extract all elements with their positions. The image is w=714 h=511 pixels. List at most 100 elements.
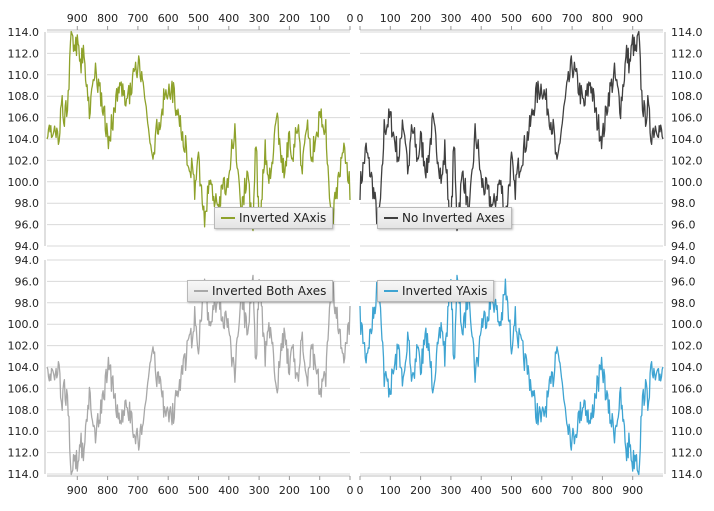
x-tick-label-inverted-both-axes: 200: [279, 484, 300, 497]
legend-inverted-xaxis: Inverted XAxis: [214, 207, 334, 229]
y-tick-label-inverted-xaxis: 98.0: [15, 197, 40, 210]
x-tick-label-inverted-xaxis: 900: [67, 12, 88, 25]
x-tick-label-no-inverted-axes: 600: [531, 12, 552, 25]
x-tick-label-no-inverted-axes: 500: [501, 12, 522, 25]
x-tick-label-inverted-xaxis: 500: [188, 12, 209, 25]
x-tick-label-inverted-both-axes: 700: [127, 484, 148, 497]
legend-label-inverted-xaxis: Inverted XAxis: [239, 211, 327, 225]
x-tick-label-inverted-both-axes: 900: [67, 484, 88, 497]
x-tick-label-inverted-yaxis: 0: [357, 484, 364, 497]
y-tick-label-inverted-yaxis: 100.0: [671, 318, 703, 331]
y-tick-label-no-inverted-axes: 112.0: [671, 47, 703, 60]
x-tick-label-no-inverted-axes: 0: [357, 12, 364, 25]
x-tick-label-inverted-yaxis: 500: [501, 484, 522, 497]
y-tick-label-inverted-xaxis: 94.0: [15, 240, 40, 253]
x-tick-label-inverted-both-axes: 800: [97, 484, 118, 497]
y-tick-label-inverted-both-axes: 106.0: [8, 382, 40, 395]
y-tick-label-inverted-both-axes: 104.0: [8, 361, 40, 374]
series-line-no-inverted-axes: [359, 30, 664, 232]
y-tick-label-inverted-yaxis: 108.0: [671, 404, 703, 417]
y-tick-label-inverted-both-axes: 98.0: [15, 297, 40, 310]
y-tick-label-inverted-both-axes: 96.0: [15, 275, 40, 288]
y-tick-label-inverted-xaxis: 100.0: [8, 176, 40, 189]
x-tick-label-no-inverted-axes: 700: [562, 12, 583, 25]
x-tick-label-inverted-both-axes: 500: [188, 484, 209, 497]
series-line-inverted-yaxis: [359, 274, 664, 476]
x-tick-label-inverted-yaxis: 700: [562, 484, 583, 497]
x-tick-label-no-inverted-axes: 800: [592, 12, 613, 25]
y-tick-label-no-inverted-axes: 96.0: [671, 219, 696, 232]
series-line-inverted-xaxis: [46, 30, 351, 232]
y-tick-label-inverted-yaxis: 114.0: [671, 468, 703, 481]
y-tick-label-inverted-yaxis: 96.0: [671, 275, 696, 288]
x-tick-label-inverted-yaxis: 800: [592, 484, 613, 497]
x-tick-label-inverted-xaxis: 0: [347, 12, 354, 25]
y-tick-label-inverted-both-axes: 110.0: [8, 425, 40, 438]
x-tick-label-inverted-both-axes: 100: [309, 484, 330, 497]
x-tick-label-no-inverted-axes: 400: [471, 12, 492, 25]
y-tick-label-inverted-both-axes: 94.0: [15, 254, 40, 267]
y-tick-label-inverted-both-axes: 102.0: [8, 340, 40, 353]
y-tick-label-no-inverted-axes: 106.0: [671, 112, 703, 125]
x-tick-label-inverted-xaxis: 800: [97, 12, 118, 25]
y-tick-label-no-inverted-axes: 104.0: [671, 133, 703, 146]
y-tick-label-inverted-both-axes: 108.0: [8, 404, 40, 417]
y-tick-label-inverted-xaxis: 114.0: [8, 26, 40, 39]
legend-no-inverted-axes: No Inverted Axes: [377, 207, 512, 229]
legend-label-no-inverted-axes: No Inverted Axes: [402, 211, 505, 225]
y-tick-label-no-inverted-axes: 100.0: [671, 176, 703, 189]
x-tick-label-inverted-xaxis: 300: [249, 12, 270, 25]
y-tick-label-inverted-both-axes: 112.0: [8, 447, 40, 460]
x-tick-label-inverted-xaxis: 200: [279, 12, 300, 25]
legend-swatch-inverted-yaxis: [384, 290, 398, 292]
x-tick-label-inverted-xaxis: 100: [309, 12, 330, 25]
x-tick-label-inverted-yaxis: 200: [410, 484, 431, 497]
legend-inverted-yaxis: Inverted YAxis: [377, 280, 495, 302]
y-tick-label-no-inverted-axes: 94.0: [671, 240, 696, 253]
y-tick-label-inverted-xaxis: 104.0: [8, 133, 40, 146]
y-tick-label-inverted-yaxis: 106.0: [671, 382, 703, 395]
y-tick-label-inverted-yaxis: 102.0: [671, 340, 703, 353]
y-tick-label-no-inverted-axes: 110.0: [671, 69, 703, 82]
y-tick-label-no-inverted-axes: 114.0: [671, 26, 703, 39]
x-tick-label-inverted-both-axes: 400: [218, 484, 239, 497]
x-tick-label-inverted-yaxis: 900: [622, 484, 643, 497]
x-tick-label-inverted-yaxis: 300: [440, 484, 461, 497]
x-tick-label-inverted-xaxis: 600: [158, 12, 179, 25]
x-tick-label-inverted-both-axes: 300: [249, 484, 270, 497]
y-tick-label-inverted-yaxis: 94.0: [671, 254, 696, 267]
legend-swatch-inverted-both-axes: [194, 290, 208, 292]
legend-label-inverted-both-axes: Inverted Both Axes: [212, 284, 327, 298]
y-tick-label-inverted-yaxis: 110.0: [671, 425, 703, 438]
legend-swatch-no-inverted-axes: [384, 217, 398, 219]
x-tick-label-inverted-both-axes: 600: [158, 484, 179, 497]
y-tick-label-inverted-xaxis: 112.0: [8, 47, 40, 60]
x-tick-label-inverted-yaxis: 100: [380, 484, 401, 497]
y-tick-label-inverted-both-axes: 114.0: [8, 468, 40, 481]
y-tick-label-inverted-yaxis: 104.0: [671, 361, 703, 374]
y-tick-label-inverted-yaxis: 98.0: [671, 297, 696, 310]
x-tick-label-inverted-xaxis: 700: [127, 12, 148, 25]
x-tick-label-no-inverted-axes: 300: [440, 12, 461, 25]
x-tick-label-inverted-yaxis: 600: [531, 484, 552, 497]
y-tick-label-inverted-both-axes: 100.0: [8, 318, 40, 331]
y-tick-label-inverted-yaxis: 112.0: [671, 447, 703, 460]
series-line-inverted-both-axes: [46, 274, 351, 476]
y-tick-label-inverted-xaxis: 108.0: [8, 90, 40, 103]
y-tick-label-inverted-xaxis: 106.0: [8, 112, 40, 125]
x-tick-label-no-inverted-axes: 900: [622, 12, 643, 25]
x-tick-label-no-inverted-axes: 200: [410, 12, 431, 25]
y-tick-label-inverted-xaxis: 96.0: [15, 219, 40, 232]
x-tick-label-inverted-both-axes: 0: [347, 484, 354, 497]
y-tick-label-no-inverted-axes: 102.0: [671, 154, 703, 167]
legend-inverted-both-axes: Inverted Both Axes: [187, 280, 334, 302]
legend-swatch-inverted-xaxis: [221, 217, 235, 219]
y-tick-label-inverted-xaxis: 110.0: [8, 69, 40, 82]
x-tick-label-no-inverted-axes: 100: [380, 12, 401, 25]
legend-label-inverted-yaxis: Inverted YAxis: [402, 284, 488, 298]
x-tick-label-inverted-yaxis: 400: [471, 484, 492, 497]
x-tick-label-inverted-xaxis: 400: [218, 12, 239, 25]
y-tick-label-no-inverted-axes: 108.0: [671, 90, 703, 103]
